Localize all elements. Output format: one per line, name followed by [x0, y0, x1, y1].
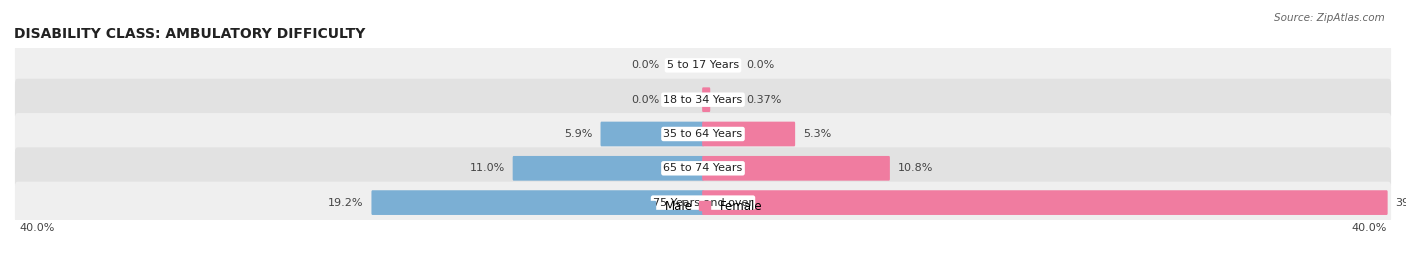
Text: 0.0%: 0.0%	[747, 60, 775, 70]
Text: 5 to 17 Years: 5 to 17 Years	[666, 60, 740, 70]
FancyBboxPatch shape	[15, 182, 1391, 224]
Text: 39.7%: 39.7%	[1395, 198, 1406, 208]
Text: 10.8%: 10.8%	[897, 163, 934, 173]
Text: 40.0%: 40.0%	[1351, 222, 1386, 233]
Text: Source: ZipAtlas.com: Source: ZipAtlas.com	[1274, 13, 1385, 23]
FancyBboxPatch shape	[702, 190, 1388, 215]
Text: 0.0%: 0.0%	[631, 60, 659, 70]
FancyBboxPatch shape	[600, 122, 704, 146]
Text: 40.0%: 40.0%	[20, 222, 55, 233]
FancyBboxPatch shape	[513, 156, 704, 181]
Text: 19.2%: 19.2%	[328, 198, 364, 208]
Text: 65 to 74 Years: 65 to 74 Years	[664, 163, 742, 173]
FancyBboxPatch shape	[15, 44, 1391, 86]
Text: 18 to 34 Years: 18 to 34 Years	[664, 95, 742, 105]
FancyBboxPatch shape	[15, 147, 1391, 189]
Text: 75 Years and over: 75 Years and over	[652, 198, 754, 208]
Text: 0.0%: 0.0%	[631, 95, 659, 105]
Text: 5.9%: 5.9%	[564, 129, 593, 139]
FancyBboxPatch shape	[15, 79, 1391, 121]
Text: 0.37%: 0.37%	[747, 95, 782, 105]
FancyBboxPatch shape	[15, 113, 1391, 155]
FancyBboxPatch shape	[371, 190, 704, 215]
FancyBboxPatch shape	[702, 87, 710, 112]
Legend: Male, Female: Male, Female	[638, 195, 768, 217]
FancyBboxPatch shape	[702, 156, 890, 181]
Text: 5.3%: 5.3%	[803, 129, 831, 139]
Text: 35 to 64 Years: 35 to 64 Years	[664, 129, 742, 139]
Text: DISABILITY CLASS: AMBULATORY DIFFICULTY: DISABILITY CLASS: AMBULATORY DIFFICULTY	[14, 27, 366, 41]
FancyBboxPatch shape	[702, 122, 796, 146]
Text: 11.0%: 11.0%	[470, 163, 505, 173]
